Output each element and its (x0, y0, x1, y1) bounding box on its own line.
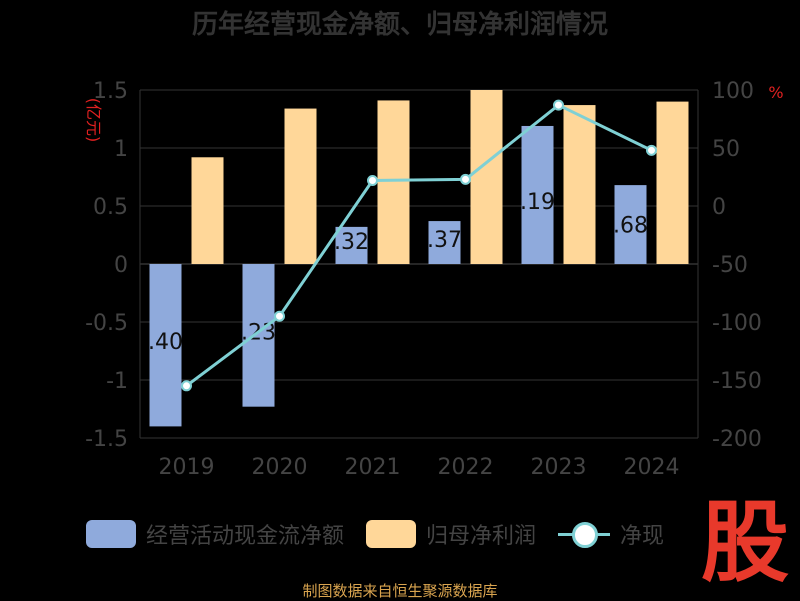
line-point (646, 144, 657, 156)
right-axis-unit: % (768, 83, 783, 102)
bar-cash-flow (149, 264, 182, 427)
source-note: 制图数据来自恒生聚源数据库 (302, 582, 498, 600)
left-tick-label: 1 (114, 137, 128, 162)
x-tick-label: 2022 (438, 455, 494, 480)
right-tick-label: 100 (712, 79, 754, 104)
data-label-cash-flow: .19 (520, 190, 555, 215)
data-label-cash-flow: .32 (334, 230, 369, 255)
left-tick-label: -1.5 (85, 427, 128, 452)
legend-item-bar1[interactable]: 经营活动现金流净额 (86, 518, 344, 550)
right-tick-label: -100 (712, 311, 762, 336)
bar-cash-flow (521, 125, 554, 265)
line-series (185, 103, 653, 388)
right-tick-label: 50 (712, 137, 740, 162)
x-tick-label: 2024 (624, 455, 680, 480)
bar-net-profit (656, 101, 689, 264)
legend-swatch-bar2 (366, 520, 417, 548)
watermark-stamp: 股 (700, 491, 789, 594)
right-tick-label: -50 (712, 253, 748, 278)
data-label-cash-flow: .37 (427, 228, 462, 253)
bar-net-profit (377, 100, 410, 264)
legend-label-bar1: 经营活动现金流净额 (146, 524, 345, 549)
bar-net-profit (191, 157, 224, 264)
left-tick-label: 0.5 (93, 195, 128, 220)
x-tick-label: 2020 (252, 455, 308, 480)
x-tick-label: 2023 (531, 455, 587, 480)
chart-plot: -1.5 -1 -0.5 0 0.5 1 1.5 -200 -150 -100 -50 0 50 100 (… (84, 79, 784, 480)
legend-item-line[interactable]: 净现 (558, 518, 664, 550)
bar-net-profit (470, 90, 503, 264)
bar-net-profit (284, 108, 317, 264)
line-point (181, 380, 192, 392)
left-tick-label: -1 (106, 369, 128, 394)
line-point (274, 310, 285, 322)
right-tick-label: -200 (712, 427, 762, 452)
data-label-cash-flow: .40 (148, 330, 183, 355)
right-tick-label: -150 (712, 369, 762, 394)
left-tick-label: -0.5 (85, 311, 128, 336)
bar-cash-flow (614, 185, 647, 264)
data-label-cash-flow: .68 (613, 213, 648, 238)
legend-swatch-line (558, 520, 611, 548)
right-tick-label: 0 (712, 195, 726, 220)
legend-label-bar2: 归母净利润 (426, 524, 537, 549)
x-tick-label: 2021 (345, 455, 401, 480)
legend: 经营活动现金流净额 归母净利润 净现 (86, 518, 664, 550)
left-tick-label: 1.5 (93, 79, 128, 104)
legend-item-bar2[interactable]: 归母净利润 (366, 518, 536, 550)
chart-title: 历年经营现金净额、归母净利润情况 (191, 10, 608, 40)
legend-label-line: 净现 (620, 524, 665, 549)
bar-cash-flow (335, 226, 368, 264)
bar-net-profit (563, 105, 596, 264)
x-tick-label: 2019 (159, 455, 215, 480)
left-tick-label: 0 (114, 253, 128, 278)
line-point (367, 174, 378, 186)
bar-cash-flow (428, 221, 461, 264)
line-point (553, 99, 564, 111)
legend-swatch-bar1 (86, 520, 136, 548)
left-axis-unit: (亿元) (84, 98, 103, 143)
line-point (460, 173, 471, 185)
bar-cash-flow (242, 264, 275, 407)
